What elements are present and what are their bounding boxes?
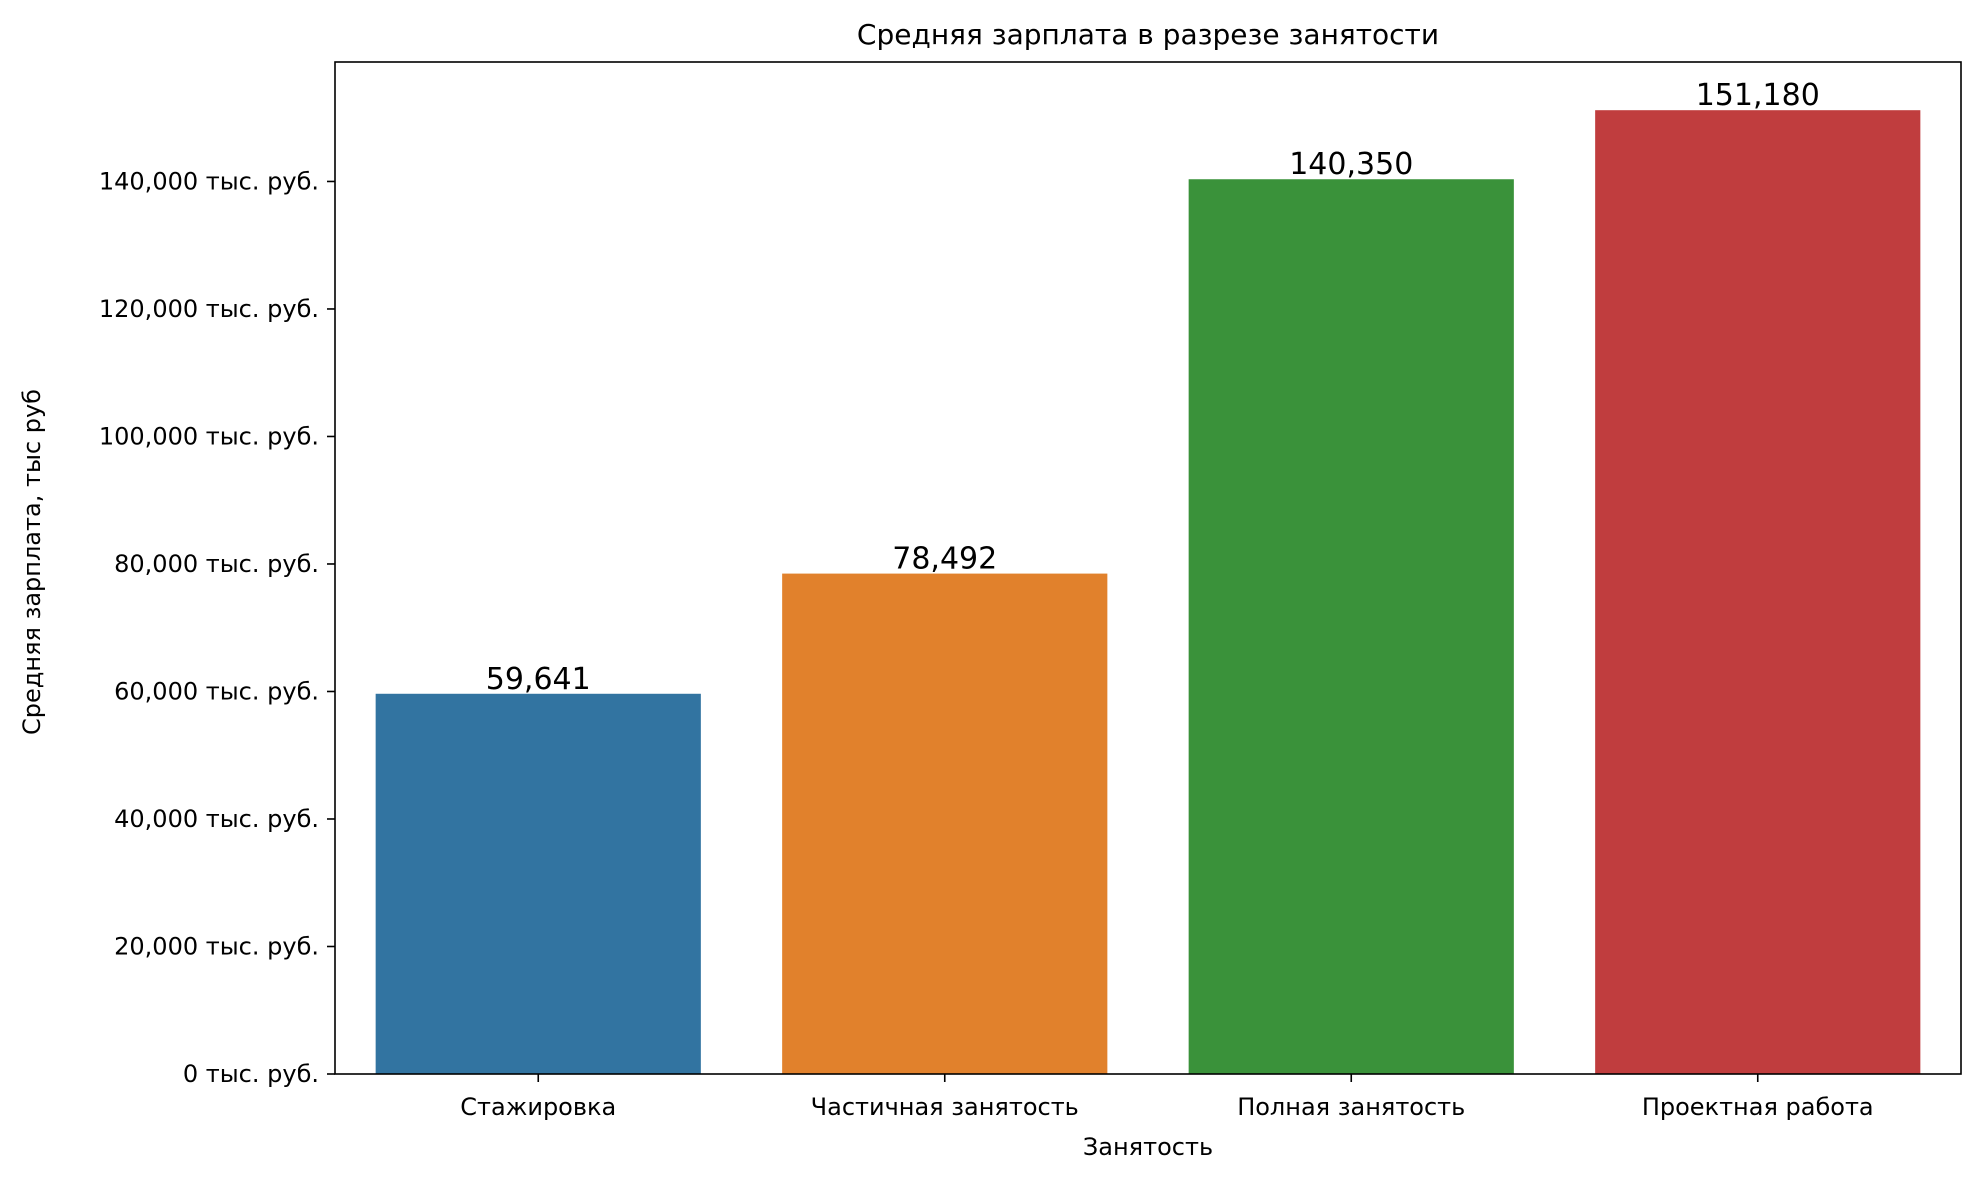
x-tick-label: Стажировка <box>460 1093 616 1121</box>
y-tick-label: 20,000 тыс. руб. <box>114 932 319 960</box>
x-tick-label: Частичная занятость <box>811 1093 1079 1121</box>
y-tick-label: 120,000 тыс. руб. <box>99 295 319 323</box>
bar <box>782 573 1108 1074</box>
y-axis-ticks: 0 тыс. руб. 20,000 тыс. руб. 40,000 тыс. р… <box>99 167 335 1088</box>
bar <box>1595 110 1921 1074</box>
bar-value-label: 140,350 <box>1289 147 1413 182</box>
bar-value-label: 59,641 <box>486 662 591 697</box>
plot-frame <box>334 61 1962 1075</box>
y-axis-label: Средняя зарплата, тыс руб <box>18 389 46 735</box>
y-tick-label: 40,000 тыс. руб. <box>114 805 319 833</box>
x-tick-label: Проектная работа <box>1642 1093 1874 1121</box>
y-tick-label: 0 тыс. руб. <box>183 1060 319 1088</box>
y-tick-label: 60,000 тыс. руб. <box>114 677 319 705</box>
y-tick-label: 80,000 тыс. руб. <box>114 550 319 578</box>
bars: 59,641 78,492 140,350 151,180 <box>375 78 1921 1074</box>
bar <box>1188 179 1514 1074</box>
chart-title: Средняя зарплата в разрезе занятости <box>857 18 1439 51</box>
x-axis-ticks: Стажировка Частичная занятость Полная заня… <box>460 1074 1874 1121</box>
x-tick-label: Полная занятость <box>1237 1093 1465 1121</box>
bar-value-label: 78,492 <box>892 542 997 577</box>
y-tick-label: 140,000 тыс. руб. <box>99 167 319 195</box>
x-axis-label: Занятость <box>1083 1133 1213 1161</box>
y-tick-label: 100,000 тыс. руб. <box>99 422 319 450</box>
bar <box>375 693 701 1074</box>
bar-value-label: 151,180 <box>1696 78 1820 113</box>
